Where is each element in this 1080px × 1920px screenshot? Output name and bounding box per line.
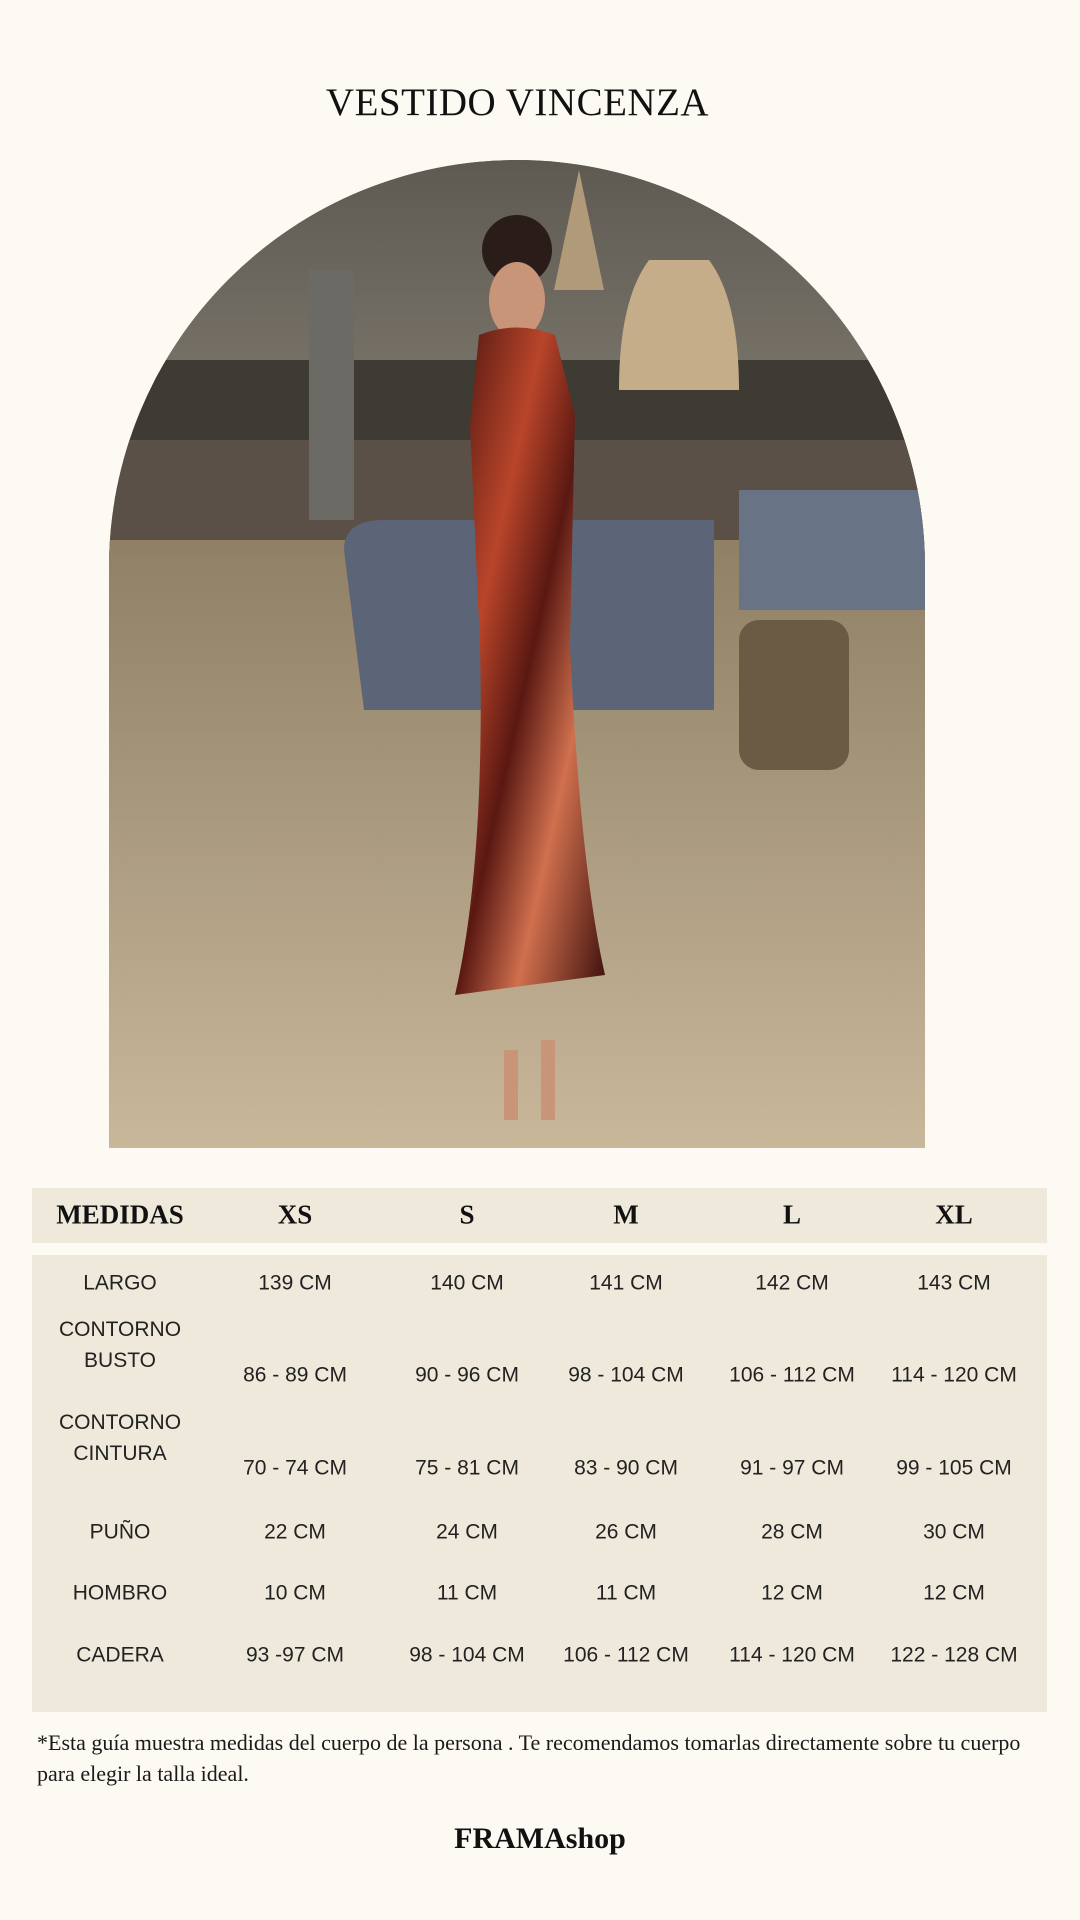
size-table-body: LARGO 139 CM 140 CM 141 CM 142 CM 143 CM CONTO… <box>32 1255 1047 1712</box>
size-value: 24 CM <box>436 1520 498 1544</box>
header-xs: XS <box>277 1199 313 1230</box>
row-label: LARGO <box>83 1268 157 1299</box>
header-xl: XL <box>935 1199 973 1230</box>
size-value: 86 - 89 CM <box>243 1363 347 1387</box>
size-value: 91 - 97 CM <box>740 1456 844 1480</box>
size-value: 140 CM <box>430 1271 504 1295</box>
header-s: S <box>459 1199 475 1230</box>
row-label: HOMBRO <box>73 1578 168 1609</box>
size-value: 11 CM <box>436 1581 498 1605</box>
size-value: 141 CM <box>589 1271 663 1295</box>
size-value: 12 CM <box>923 1581 985 1605</box>
product-photo <box>109 160 925 1148</box>
header-l: L <box>782 1199 802 1230</box>
row-label-line: CONTORNO <box>58 1318 182 1341</box>
size-value: 139 CM <box>258 1271 332 1295</box>
brand-name: FRAMAshop <box>454 1822 626 1855</box>
size-value: 28 CM <box>761 1520 823 1544</box>
row-label: PUÑO <box>90 1517 151 1548</box>
size-value: 98 - 104 CM <box>568 1363 684 1387</box>
size-table-header: MEDIDAS XS S M L XL <box>32 1188 1047 1243</box>
size-value: 114 - 120 CM <box>729 1643 855 1667</box>
size-value: 106 - 112 CM <box>729 1363 855 1387</box>
header-medidas: MEDIDAS <box>56 1199 184 1230</box>
size-value: 98 - 104 CM <box>409 1643 525 1667</box>
size-value: 99 - 105 CM <box>896 1456 1012 1480</box>
row-label-line: PUÑO <box>89 1520 151 1544</box>
row-label: CONTORNO BUSTO <box>59 1314 181 1376</box>
row-label-line: HOMBRO <box>72 1581 168 1605</box>
row-label: CONTORNO CINTURA <box>59 1407 181 1469</box>
measurement-note: *Esta guía muestra medidas del cuerpo de… <box>37 1730 1021 1786</box>
header-m: M <box>613 1199 639 1230</box>
row-label-line: CADERA <box>76 1643 164 1667</box>
size-value: 26 CM <box>595 1520 657 1544</box>
size-value: 83 - 90 CM <box>574 1456 678 1480</box>
size-value: 75 - 81 CM <box>415 1456 519 1480</box>
size-value: 114 - 120 CM <box>891 1363 1017 1387</box>
size-value: 106 - 112 CM <box>563 1643 689 1667</box>
size-value: 90 - 96 CM <box>415 1363 519 1387</box>
size-value: 10 CM <box>264 1581 326 1605</box>
size-value: 93 -97 CM <box>245 1643 345 1667</box>
size-value: 142 CM <box>755 1271 829 1295</box>
size-value: 11 CM <box>595 1581 657 1605</box>
size-value: 12 CM <box>761 1581 823 1605</box>
size-value: 143 CM <box>917 1271 991 1295</box>
size-value: 122 - 128 CM <box>890 1643 1018 1667</box>
product-title: VESTIDO VINCENZA <box>325 81 710 124</box>
size-value: 70 - 74 CM <box>243 1456 347 1480</box>
row-label-line: CONTORNO <box>58 1411 182 1434</box>
row-label-line: CINTURA <box>73 1442 167 1465</box>
row-label-line: BUSTO <box>84 1349 156 1372</box>
size-value: 22 CM <box>264 1520 326 1544</box>
row-label: CADERA <box>76 1640 164 1671</box>
row-label-line: LARGO <box>83 1271 157 1295</box>
size-value: 30 CM <box>923 1520 985 1544</box>
